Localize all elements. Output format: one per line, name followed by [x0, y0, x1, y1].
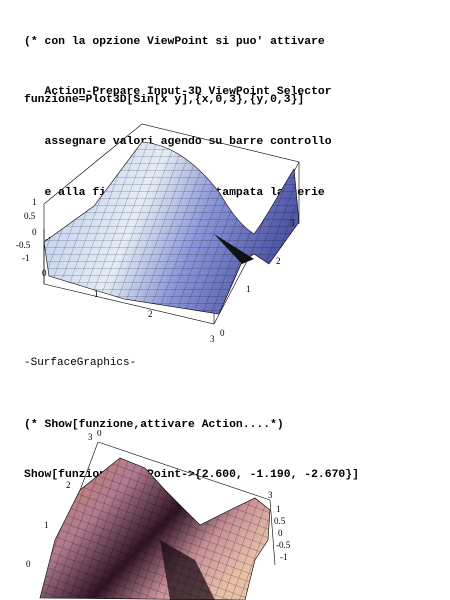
comment-line: (* con la opzione ViewPoint si puo' atti… [24, 35, 325, 48]
svg-text:3: 3 [290, 218, 295, 228]
svg-text:3: 3 [268, 490, 273, 500]
svg-text:0: 0 [42, 268, 47, 278]
svg-text:0.5: 0.5 [24, 211, 36, 221]
svg-text:3: 3 [210, 334, 215, 344]
svg-text:2: 2 [148, 309, 153, 319]
svg-text:0.5: 0.5 [274, 516, 286, 526]
svg-text:0: 0 [26, 559, 31, 569]
comment-line: (* Show[funzione,attivare Action....*) [24, 418, 284, 431]
svg-text:2: 2 [66, 480, 71, 490]
svg-text:3: 3 [88, 432, 93, 442]
svg-text:1: 1 [44, 520, 49, 530]
plot3d-surface-blue[interactable]: 1 0.5 0 -0.5 -1 0 1 2 3 3 2 1 0 [14, 114, 304, 346]
y-axis-ticks: 3 2 1 0 [220, 218, 295, 338]
svg-text:0: 0 [32, 227, 37, 237]
shadow-region [160, 540, 215, 600]
z-axis-ticks: 1 0.5 0 -0.5 -1 [16, 197, 37, 263]
shadow-region [214, 234, 254, 264]
input-cell-show[interactable]: (* Show[funzione,attivare Action....*) S… [24, 383, 359, 501]
svg-text:-0.5: -0.5 [276, 540, 291, 550]
svg-text:1: 1 [276, 504, 281, 514]
svg-text:2: 2 [276, 256, 281, 266]
svg-text:0: 0 [278, 528, 283, 538]
svg-text:0: 0 [220, 328, 225, 338]
svg-text:1: 1 [246, 284, 251, 294]
top-axis-tick: 0 [97, 430, 102, 438]
x-axis-ticks: 0 1 2 3 [42, 268, 215, 344]
svg-text:1: 1 [32, 197, 37, 207]
svg-text:-1: -1 [280, 552, 288, 562]
output-surfacegraphics: -SurfaceGraphics- [24, 357, 137, 369]
svg-text:-1: -1 [22, 253, 30, 263]
svg-text:1: 1 [94, 289, 99, 299]
svg-text:-0.5: -0.5 [16, 240, 31, 250]
input-cell-plot3d[interactable]: funzione=Plot3D[Sin[x y],{x,0,3},{y,0,3}… [24, 94, 305, 106]
right-axis-ticks: 3 1 0.5 0 -0.5 -1 [268, 490, 291, 562]
left-axis-ticks: 3 2 1 0 [26, 432, 93, 569]
plot3d-surface-rotated[interactable]: 3 2 1 0 0 3 1 0.5 0 -0.5 -1 [20, 430, 320, 600]
comment-line: Action-Prepare Input-3D ViewPoint Select… [24, 85, 332, 98]
